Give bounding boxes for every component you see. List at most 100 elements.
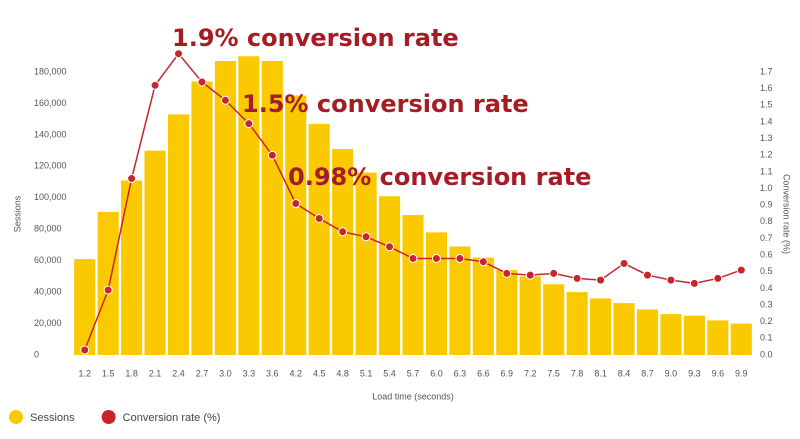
point [267, 150, 277, 160]
bar [472, 257, 494, 355]
x-tick-label: 8.4 [618, 368, 631, 378]
x-tick-label: 5.1 [360, 368, 373, 378]
x-tick-label: 5.4 [383, 368, 396, 378]
x-axis-label: Load time (seconds) [372, 391, 454, 401]
point [103, 285, 113, 295]
x-tick-label: 1.8 [125, 368, 138, 378]
y-tick-label: 0 [34, 349, 39, 359]
bar [379, 196, 401, 355]
y2-tick-label: 1.1 [760, 166, 773, 176]
y-tick-label: 100,000 [34, 192, 67, 202]
x-tick-label: 8.1 [594, 368, 607, 378]
y2-tick-label: 1.6 [760, 83, 773, 93]
point [127, 174, 137, 184]
annotation: 0.98% conversion rate [288, 163, 591, 191]
x-tick-label: 2.1 [149, 368, 162, 378]
bar [660, 314, 682, 355]
x-tick-label: 5.7 [407, 368, 420, 378]
x-tick-label: 9.0 [665, 368, 678, 378]
point [80, 345, 90, 355]
bar [167, 114, 190, 355]
x-tick-label: 3.6 [266, 368, 279, 378]
point [408, 253, 418, 263]
x-tick-label: 7.2 [524, 368, 537, 378]
point [736, 265, 746, 275]
bar [355, 172, 377, 355]
point [338, 227, 348, 237]
bar [402, 215, 424, 355]
y2-tick-label: 1.2 [760, 150, 773, 160]
y2-axis-label: Conversion rate (%) [782, 174, 792, 254]
y2-tick-label: 1.3 [760, 133, 773, 143]
point [666, 275, 676, 285]
bar [543, 284, 565, 355]
point [549, 268, 559, 278]
point [174, 49, 184, 59]
point [291, 199, 301, 209]
point [150, 80, 160, 90]
x-tick-label: 3.3 [243, 368, 256, 378]
point [572, 273, 582, 283]
bar [261, 60, 283, 355]
x-tick-label: 7.5 [547, 368, 560, 378]
x-tick-label: 4.8 [336, 368, 349, 378]
y2-tick-label: 0.2 [760, 316, 773, 326]
x-tick-label: 9.3 [688, 368, 701, 378]
bar [496, 270, 518, 355]
x-tick-label: 9.6 [712, 368, 725, 378]
point [478, 257, 488, 267]
x-tick-label: 2.4 [172, 368, 185, 378]
point [244, 119, 254, 129]
bar [519, 276, 541, 355]
x-tick-label: 6.9 [501, 368, 514, 378]
y2-tick-label: 0.1 [760, 333, 773, 343]
x-tick-label: 1.2 [78, 368, 91, 378]
annotation: 1.9% conversion rate [172, 24, 459, 52]
bar [707, 320, 729, 355]
y2-tick-label: 1.7 [760, 66, 773, 76]
legend-label: Conversion rate (%) [123, 412, 221, 424]
legend-swatch [101, 410, 116, 424]
x-tick-label: 4.5 [313, 368, 326, 378]
x-tick-label: 9.9 [735, 368, 748, 378]
bar [121, 180, 143, 355]
bar [144, 150, 166, 355]
x-tick-label: 3.0 [219, 368, 232, 378]
bar [425, 232, 447, 355]
bar [590, 298, 612, 355]
y-tick-label: 120,000 [34, 161, 67, 171]
annotation: 1.5% conversion rate [242, 90, 529, 118]
point [361, 232, 371, 242]
x-tick-label: 2.7 [196, 368, 209, 378]
point [431, 253, 441, 263]
y2-tick-label: 1.5 [760, 100, 773, 110]
point [713, 273, 723, 283]
y2-tick-label: 0.9 [760, 200, 773, 210]
bar [214, 60, 236, 355]
y-tick-label: 60,000 [34, 255, 62, 265]
bar [74, 259, 96, 355]
bar [613, 303, 635, 355]
bar [449, 246, 471, 355]
y-tick-label: 40,000 [34, 286, 62, 296]
y-tick-label: 160,000 [34, 98, 67, 108]
x-tick-label: 8.7 [641, 368, 654, 378]
point [197, 77, 207, 87]
point [502, 268, 512, 278]
bar [332, 149, 354, 355]
y2-tick-label: 0.5 [760, 266, 773, 276]
y2-tick-label: 0.7 [760, 233, 773, 243]
y-tick-label: 180,000 [34, 66, 67, 76]
point [689, 278, 699, 288]
point [619, 258, 629, 268]
legend-label: Sessions [30, 412, 75, 424]
x-tick-label: 1.5 [102, 368, 115, 378]
x-tick-label: 7.8 [571, 368, 584, 378]
x-tick-label: 6.3 [454, 368, 467, 378]
point [642, 270, 652, 280]
x-tick-label: 6.0 [430, 368, 443, 378]
y2-tick-label: 1.4 [760, 116, 773, 126]
bar [191, 81, 213, 355]
